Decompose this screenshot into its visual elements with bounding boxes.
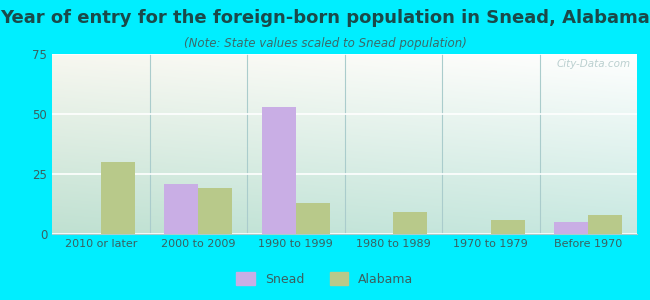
Bar: [164, 184, 198, 234]
Bar: [393, 212, 428, 234]
Bar: [261, 107, 296, 234]
Legend: Snead, Alabama: Snead, Alabama: [231, 267, 419, 291]
Text: (Note: State values scaled to Snead population): (Note: State values scaled to Snead popu…: [183, 38, 467, 50]
Bar: [296, 203, 330, 234]
Bar: [491, 220, 525, 234]
Bar: [198, 188, 233, 234]
Bar: [554, 222, 588, 234]
Bar: [588, 215, 623, 234]
Text: Year of entry for the foreign-born population in Snead, Alabama: Year of entry for the foreign-born popul…: [0, 9, 650, 27]
Text: City-Data.com: City-Data.com: [557, 59, 631, 69]
Bar: [101, 162, 135, 234]
